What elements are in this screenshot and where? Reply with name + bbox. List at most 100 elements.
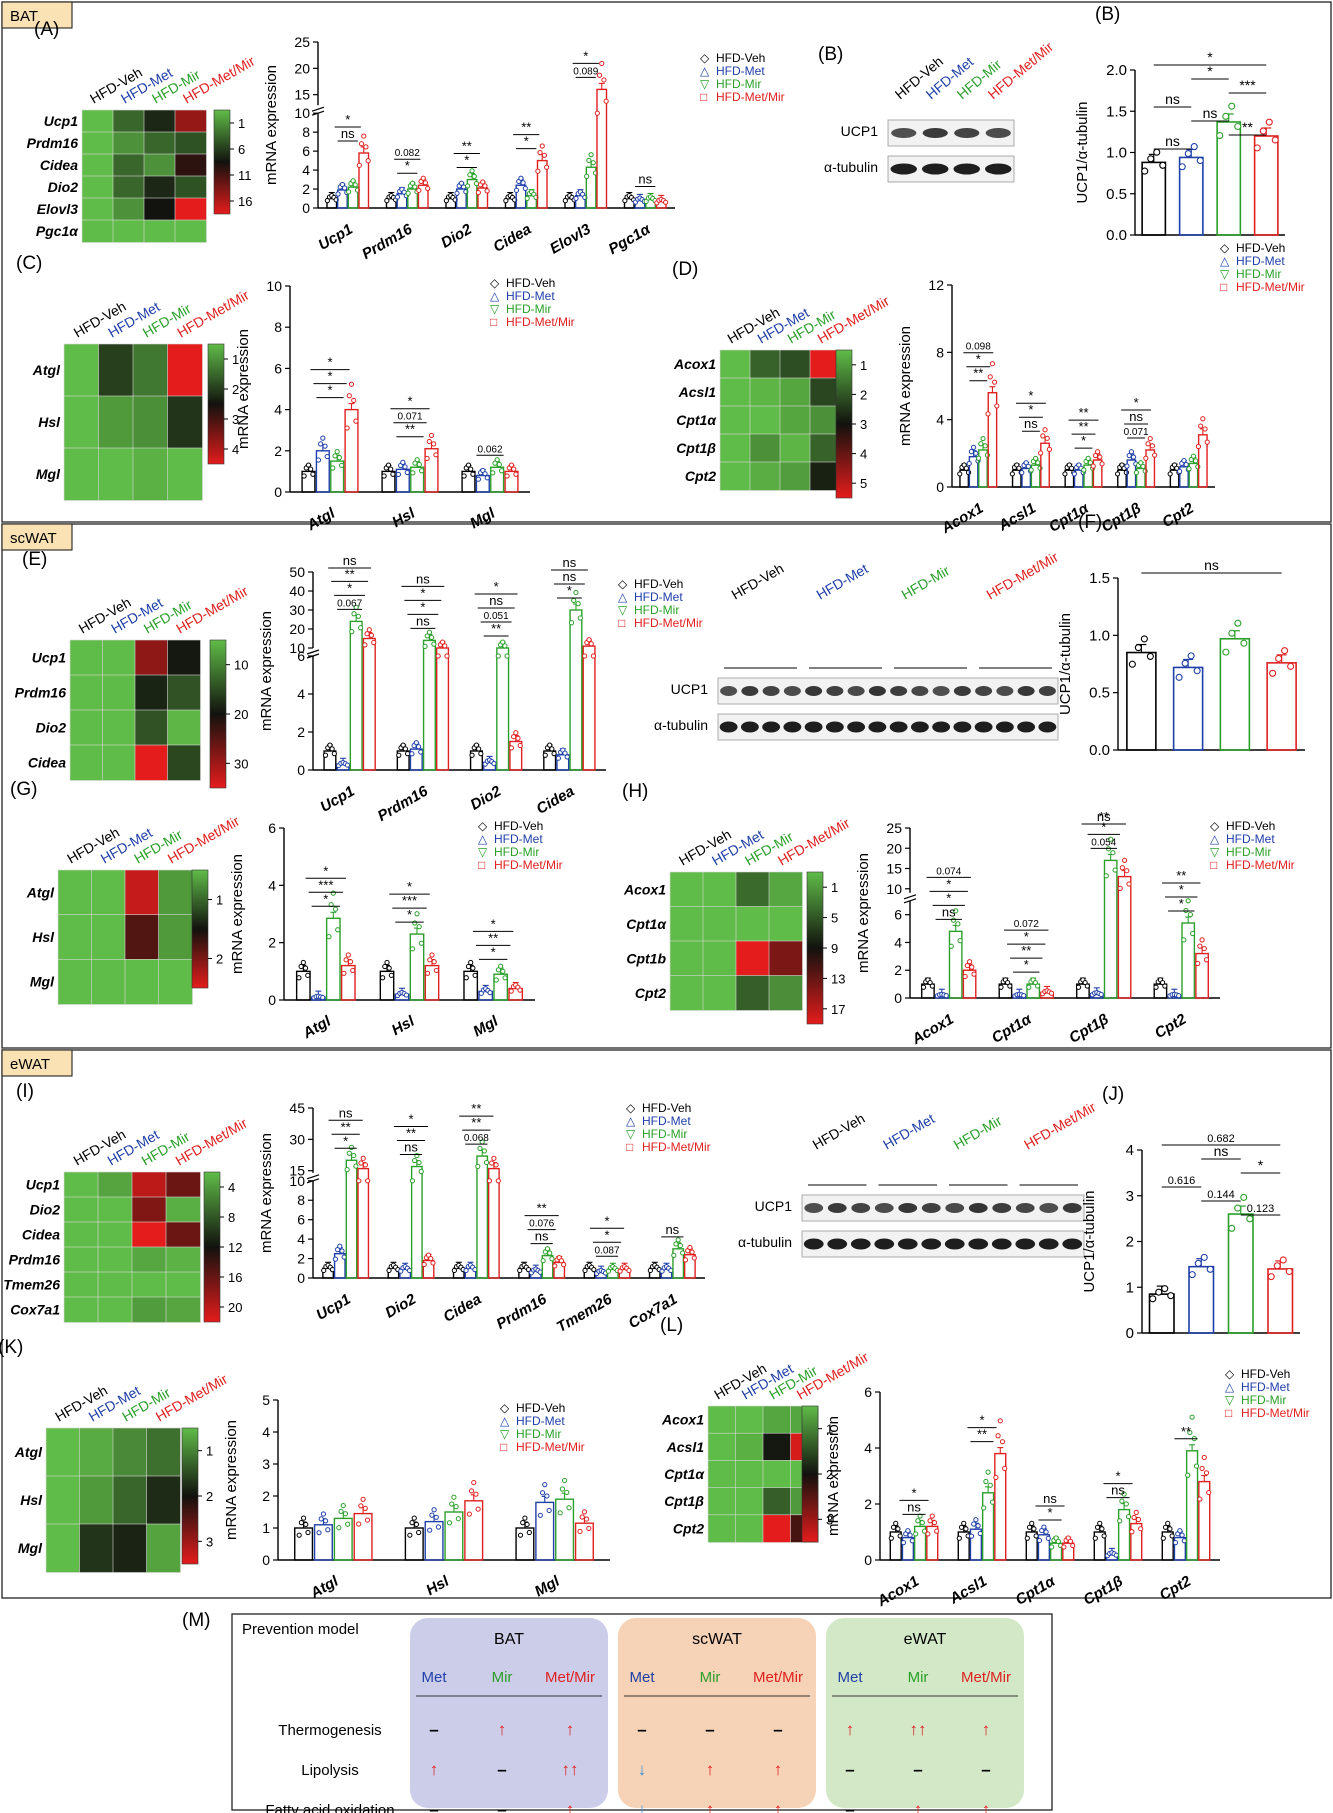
x-tick-label: Ucp1 bbox=[313, 1291, 353, 1324]
y-tick-label: 1.0 bbox=[1106, 145, 1127, 162]
blot-band bbox=[945, 1203, 965, 1213]
data-point bbox=[384, 198, 390, 204]
data-point bbox=[1193, 458, 1199, 464]
heatmap-row-label: Cpt1α bbox=[664, 1466, 705, 1482]
data-point bbox=[549, 1256, 555, 1262]
heatmap-cell bbox=[707, 1514, 737, 1543]
data-point bbox=[318, 1516, 324, 1522]
data-point bbox=[508, 462, 515, 468]
legend-label: HFD-Mir bbox=[506, 302, 551, 316]
data-point bbox=[495, 967, 502, 973]
y-tick-label: 1 bbox=[1126, 1279, 1134, 1296]
blot-band bbox=[783, 721, 802, 733]
data-point bbox=[1195, 960, 1201, 967]
significance-label: * bbox=[1207, 49, 1213, 65]
heatmap-cell bbox=[735, 1487, 764, 1516]
data-point bbox=[1016, 465, 1022, 471]
data-point bbox=[1234, 619, 1242, 627]
data-point bbox=[465, 462, 472, 468]
significance-label: * bbox=[323, 891, 328, 906]
data-point bbox=[1033, 1533, 1039, 1539]
blot-band bbox=[868, 721, 887, 733]
data-point bbox=[522, 1515, 528, 1521]
data-point bbox=[1181, 937, 1187, 943]
summary-tissue-panel bbox=[410, 1618, 608, 1808]
data-point bbox=[568, 620, 575, 626]
heatmap-cell bbox=[762, 1514, 792, 1543]
data-point bbox=[410, 470, 416, 476]
heatmap-cell bbox=[143, 175, 176, 199]
heatmap-colorbar bbox=[806, 871, 824, 1025]
y-tick-label: 0 bbox=[936, 479, 944, 495]
data-point bbox=[1259, 127, 1267, 135]
data-point bbox=[1113, 1552, 1119, 1558]
panel-label: (C) bbox=[16, 253, 42, 274]
data-point bbox=[360, 1155, 366, 1161]
data-point bbox=[673, 1241, 679, 1247]
data-point bbox=[500, 639, 506, 645]
data-point bbox=[962, 973, 968, 980]
significance-label: ns bbox=[1204, 557, 1219, 573]
significance-label: ns bbox=[942, 904, 956, 919]
data-point bbox=[1267, 1273, 1275, 1281]
data-point bbox=[1124, 463, 1130, 469]
data-point bbox=[1133, 470, 1140, 476]
data-point bbox=[511, 734, 517, 740]
heatmap-cell bbox=[809, 405, 841, 435]
legend-label: HFD-Mir bbox=[642, 1127, 687, 1141]
data-point bbox=[473, 180, 480, 187]
y-axis-label: UCP1/α-tubulin bbox=[1074, 101, 1091, 203]
y-axis-label: mRNA expression bbox=[825, 1416, 842, 1536]
data-point bbox=[953, 908, 959, 914]
data-point bbox=[301, 473, 307, 479]
data-point bbox=[691, 1255, 697, 1261]
y-tick-label: 12 bbox=[928, 277, 944, 293]
legend-marker: △ bbox=[1220, 254, 1230, 268]
heatmap-cell bbox=[735, 1432, 764, 1462]
heatmap-cell bbox=[749, 461, 781, 491]
data-point bbox=[347, 959, 354, 965]
data-point bbox=[1206, 1489, 1212, 1496]
data-point bbox=[305, 1529, 311, 1536]
data-point bbox=[503, 198, 509, 204]
data-point bbox=[421, 1261, 427, 1268]
y-tick-label: 1.0 bbox=[1089, 627, 1110, 644]
data-point bbox=[426, 438, 432, 445]
blot-band bbox=[762, 686, 780, 696]
heatmap-row-label: Acsl1 bbox=[666, 1439, 705, 1455]
data-point bbox=[584, 173, 590, 179]
data-point bbox=[1160, 1535, 1166, 1541]
colorbar-tick-label: 1 bbox=[826, 1422, 833, 1437]
significance-label: * bbox=[327, 369, 332, 384]
significance-label: ** bbox=[1078, 419, 1088, 434]
data-point bbox=[582, 1267, 588, 1274]
panel-label: (B) bbox=[1095, 4, 1120, 25]
legend-marker: △ bbox=[626, 1114, 636, 1128]
summary-treatment-label: Met/Mir bbox=[545, 1669, 595, 1686]
legend-marker: ▽ bbox=[1225, 1393, 1235, 1407]
data-point bbox=[1121, 1491, 1127, 1497]
data-point bbox=[1188, 1271, 1196, 1279]
heatmap-cell bbox=[102, 744, 136, 781]
significance-label: ns bbox=[339, 1105, 353, 1120]
legend-marker: ◇ bbox=[478, 819, 488, 833]
data-point bbox=[1153, 148, 1161, 156]
data-point bbox=[358, 1160, 364, 1166]
y-tick-label: 2 bbox=[864, 1496, 872, 1512]
data-point bbox=[475, 189, 481, 196]
data-point bbox=[547, 1250, 553, 1256]
data-point bbox=[575, 601, 581, 607]
data-point bbox=[435, 1524, 442, 1530]
data-point bbox=[1287, 662, 1295, 670]
data-point bbox=[332, 453, 338, 459]
significance-label: 0.682 bbox=[1207, 1133, 1235, 1145]
significance-label: * bbox=[491, 916, 496, 931]
data-point bbox=[330, 465, 336, 471]
heatmap-cell bbox=[762, 1487, 792, 1516]
data-point bbox=[647, 1267, 653, 1274]
data-point bbox=[418, 468, 425, 474]
summary-cell: ↑ bbox=[566, 1800, 575, 1813]
data-point bbox=[323, 1518, 329, 1524]
data-point bbox=[478, 751, 484, 757]
data-point bbox=[689, 1249, 695, 1255]
